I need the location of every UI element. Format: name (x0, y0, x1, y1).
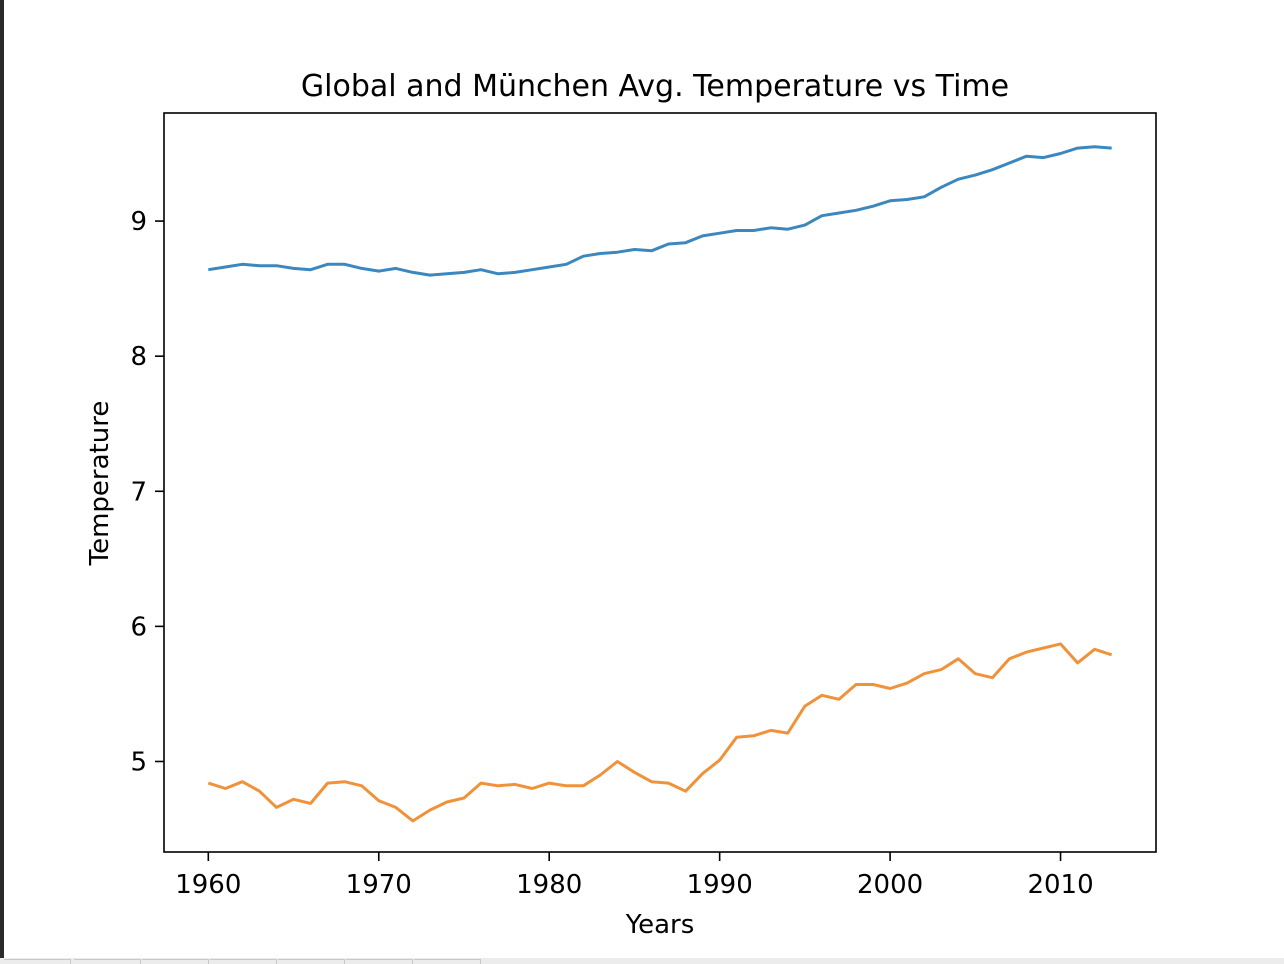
series-line-2 (207, 642, 1113, 823)
window-left-edge (0, 0, 4, 964)
x-tick-label: 1980 (516, 870, 582, 900)
x-tick-label: 1990 (687, 870, 753, 900)
y-tick-label: 9 (130, 207, 147, 237)
window-bottom-strip (0, 958, 1284, 964)
y-tick-label: 5 (130, 747, 147, 777)
y-tick-label: 8 (130, 342, 147, 372)
chart-title: Global and München Avg. Temperature vs T… (301, 69, 1009, 104)
x-tick-label: 1970 (346, 870, 412, 900)
plot-area-frame (163, 112, 1157, 853)
x-axis-label: Years (625, 910, 695, 940)
y-tick-label: 7 (130, 477, 147, 507)
x-tick-label: 2000 (857, 870, 923, 900)
y-axis-label: Temperature (85, 401, 115, 567)
x-tick-label: 1960 (175, 870, 241, 900)
y-tick-label: 6 (130, 612, 147, 642)
x-tick-label: 2010 (1027, 870, 1093, 900)
series-line-1 (208, 145, 1112, 277)
